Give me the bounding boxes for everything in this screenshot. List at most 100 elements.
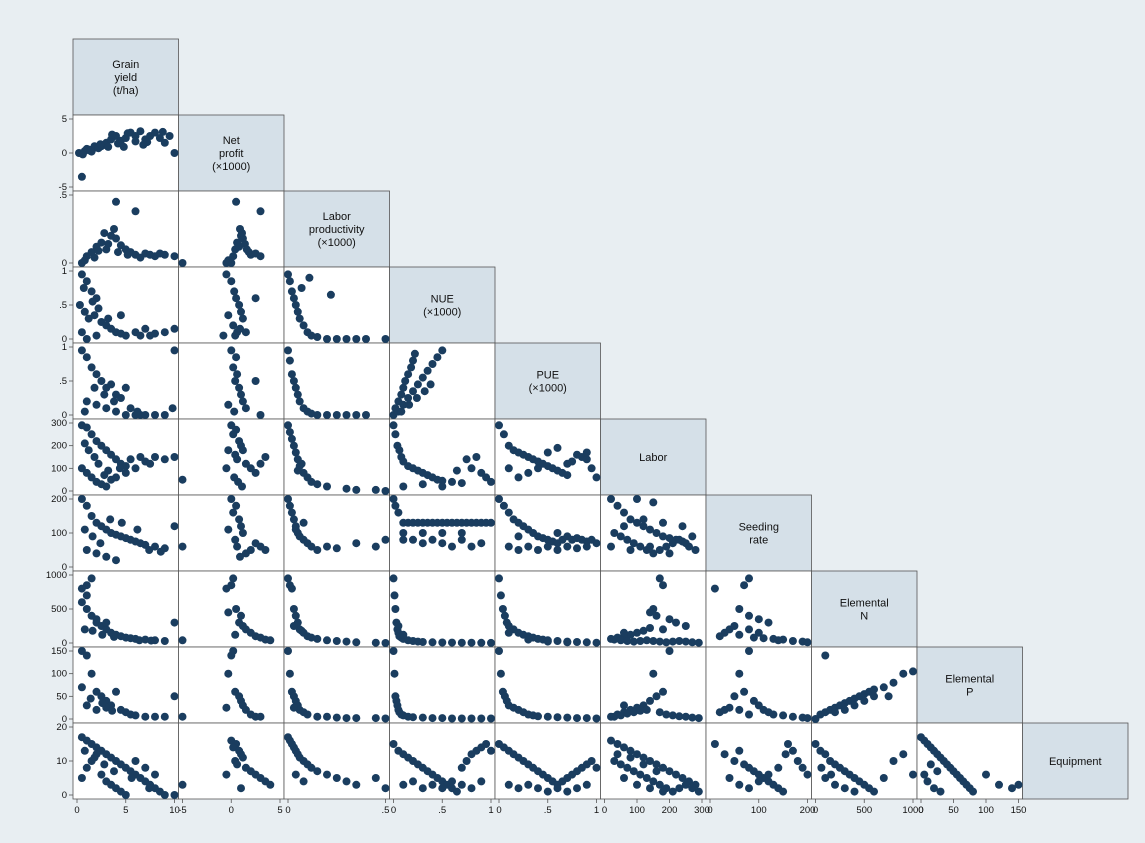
data-point xyxy=(84,446,93,455)
data-point xyxy=(88,532,97,541)
y-tick-label: 0 xyxy=(62,258,67,269)
data-point xyxy=(284,574,292,583)
data-point xyxy=(745,710,753,719)
data-point xyxy=(285,277,294,286)
data-point xyxy=(104,142,113,151)
data-point xyxy=(80,256,89,265)
data-point xyxy=(626,746,635,755)
data-point xyxy=(87,287,96,296)
data-point xyxy=(930,784,938,793)
data-point xyxy=(251,468,260,477)
data-point xyxy=(86,694,95,703)
data-point xyxy=(889,678,898,687)
data-point xyxy=(629,767,638,776)
data-point xyxy=(121,331,130,340)
data-point xyxy=(90,253,99,262)
data-point xyxy=(307,763,316,772)
data-point xyxy=(678,774,687,782)
data-point xyxy=(499,501,508,510)
data-point xyxy=(293,466,302,475)
data-point xyxy=(110,632,118,641)
data-point xyxy=(102,552,111,561)
x-tick-label: 0 xyxy=(918,805,923,816)
x-tick-label: 150 xyxy=(1011,805,1027,816)
data-point xyxy=(92,370,101,379)
data-point xyxy=(238,482,246,491)
data-point xyxy=(499,430,508,439)
x-tick-label: 100 xyxy=(751,805,767,816)
data-point xyxy=(146,250,155,259)
data-point xyxy=(735,605,744,613)
data-point xyxy=(652,767,661,776)
data-point xyxy=(629,637,638,646)
data-point xyxy=(284,647,292,655)
data-point xyxy=(504,508,513,517)
data-point xyxy=(285,356,294,365)
data-point xyxy=(131,711,140,720)
data-point xyxy=(409,713,417,722)
data-point xyxy=(467,542,476,551)
data-point xyxy=(982,770,990,779)
data-point xyxy=(665,767,674,776)
data-point xyxy=(80,307,89,316)
data-point xyxy=(620,774,628,782)
data-point xyxy=(256,712,265,721)
data-point xyxy=(146,459,155,468)
data-point xyxy=(160,138,169,147)
data-point xyxy=(102,404,111,413)
data-point xyxy=(745,574,753,583)
data-point xyxy=(82,277,91,286)
data-point xyxy=(145,546,154,554)
data-point xyxy=(80,439,89,448)
data-point xyxy=(381,535,390,544)
data-point xyxy=(496,669,505,678)
data-point xyxy=(102,618,111,627)
data-point xyxy=(77,172,86,181)
y-tick-label: 10 xyxy=(56,756,67,767)
data-point xyxy=(371,774,380,782)
data-point xyxy=(788,746,797,755)
data-point xyxy=(438,482,447,491)
data-point xyxy=(151,453,159,461)
x-tick-label: .5 xyxy=(544,805,552,816)
data-point xyxy=(735,630,744,639)
data-point xyxy=(534,546,542,554)
data-point xyxy=(534,464,542,473)
data-point xyxy=(639,522,648,531)
data-point xyxy=(284,346,292,355)
data-point xyxy=(582,638,591,647)
data-point xyxy=(397,407,406,416)
data-point xyxy=(178,259,187,267)
data-point xyxy=(87,363,96,372)
data-point xyxy=(633,518,641,527)
data-point xyxy=(477,539,486,548)
data-point xyxy=(725,774,734,782)
variable-label: (×1000) xyxy=(212,161,250,173)
data-point xyxy=(342,637,351,646)
scatter-cell xyxy=(600,646,707,724)
data-point xyxy=(352,539,361,548)
data-point xyxy=(77,495,86,503)
data-point xyxy=(266,636,275,645)
data-point xyxy=(82,423,91,432)
data-point xyxy=(222,703,231,712)
data-point xyxy=(452,466,461,475)
data-point xyxy=(524,635,533,644)
data-point xyxy=(672,770,680,779)
data-point xyxy=(672,618,680,627)
data-point xyxy=(788,637,797,645)
data-point xyxy=(371,485,380,494)
data-point xyxy=(92,549,101,558)
data-point xyxy=(543,542,552,551)
data-point xyxy=(803,714,812,723)
data-point xyxy=(616,760,625,769)
data-point xyxy=(313,546,322,554)
data-point xyxy=(127,774,136,782)
data-point xyxy=(409,387,417,396)
data-point xyxy=(426,380,435,389)
data-point xyxy=(681,637,690,646)
data-point xyxy=(694,787,703,796)
diagonal-label-cell xyxy=(705,494,812,572)
data-point xyxy=(438,529,447,537)
data-point xyxy=(313,767,322,776)
